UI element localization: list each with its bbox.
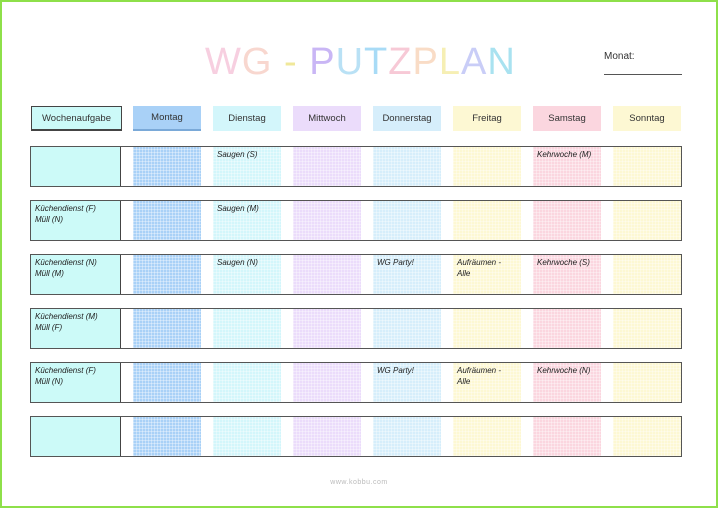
task-cell[interactable]	[31, 417, 121, 456]
footer-watermark: www.kobbu.com	[330, 479, 388, 486]
page-title: WG - PUTZPLAN	[205, 40, 525, 84]
table-row	[30, 146, 682, 187]
day-cell[interactable]	[213, 309, 281, 348]
day-cell[interactable]	[613, 147, 681, 186]
task-cell[interactable]	[31, 147, 121, 186]
day-cell[interactable]	[373, 147, 441, 186]
header-day: Montag	[133, 106, 201, 131]
day-cell[interactable]: WG Party!	[373, 363, 441, 402]
header-day: Mittwoch	[293, 106, 361, 131]
day-cell[interactable]	[213, 363, 281, 402]
title-letter: U	[335, 41, 365, 83]
month-input-line[interactable]	[604, 74, 682, 75]
task-cell[interactable]: Küchendienst (F) Müll (N)	[31, 201, 121, 240]
day-cell[interactable]	[133, 201, 201, 240]
day-cell[interactable]	[613, 201, 681, 240]
day-cell[interactable]	[613, 309, 681, 348]
day-cell[interactable]	[373, 417, 441, 456]
title-letter: P	[309, 41, 336, 83]
title-letter: -	[284, 41, 298, 83]
table-row	[30, 254, 682, 295]
title-letter: Z	[388, 41, 413, 83]
task-cell[interactable]: Küchendienst (N) Müll (M)	[31, 255, 121, 294]
day-cell[interactable]	[373, 309, 441, 348]
table-row	[30, 416, 682, 457]
day-cell[interactable]	[293, 201, 361, 240]
title-letter	[272, 40, 284, 84]
day-cell[interactable]	[133, 417, 201, 456]
day-cell[interactable]	[453, 417, 521, 456]
task-cell[interactable]: Küchendienst (F) Müll (N)	[31, 363, 121, 402]
header-day: Dienstag	[213, 106, 281, 131]
day-cell[interactable]: Kehrwoche (S)	[533, 255, 601, 294]
day-cell[interactable]	[133, 147, 201, 186]
day-cell[interactable]	[133, 309, 201, 348]
day-cell[interactable]: Kehrwoche (M)	[533, 147, 601, 186]
header-day: Freitag	[453, 106, 521, 131]
day-cell[interactable]	[453, 147, 521, 186]
day-cell[interactable]: Saugen (S)	[213, 147, 281, 186]
title-letter	[298, 40, 310, 84]
header-day: Sonntag	[613, 106, 681, 131]
day-cell[interactable]: Saugen (M)	[213, 201, 281, 240]
day-cell[interactable]	[453, 309, 521, 348]
day-cell[interactable]	[373, 201, 441, 240]
day-cell[interactable]	[613, 417, 681, 456]
day-cell[interactable]	[613, 363, 681, 402]
day-cell[interactable]: Aufräumen - Alle	[453, 363, 521, 402]
table-row	[30, 362, 682, 403]
title-letter: P	[412, 41, 439, 83]
day-cell[interactable]	[533, 417, 601, 456]
header-day: Samstag	[533, 106, 601, 131]
table-row	[30, 308, 682, 349]
day-cell[interactable]	[293, 417, 361, 456]
title-letter: N	[487, 41, 516, 83]
task-cell[interactable]: Küchendienst (M) Müll (F)	[31, 309, 121, 348]
day-cell[interactable]	[293, 363, 361, 402]
header-day: Donnerstag	[373, 106, 441, 131]
title-letter: L	[438, 41, 461, 83]
title-letter: A	[460, 41, 488, 83]
month-label: Monat:	[604, 51, 635, 62]
day-cell[interactable]	[133, 363, 201, 402]
day-cell[interactable]	[453, 201, 521, 240]
title-letter: G	[241, 41, 273, 83]
header-task: Wochenaufgabe	[31, 106, 122, 131]
day-cell[interactable]: Aufräumen - Alle	[453, 255, 521, 294]
day-cell[interactable]	[293, 255, 361, 294]
day-cell[interactable]	[533, 309, 601, 348]
day-cell[interactable]	[293, 309, 361, 348]
title-letter: W	[205, 41, 242, 83]
title-letter: T	[364, 41, 389, 83]
day-cell[interactable]	[533, 201, 601, 240]
day-cell[interactable]	[613, 255, 681, 294]
day-cell[interactable]	[133, 255, 201, 294]
table-row	[30, 200, 682, 241]
day-cell[interactable]: Kehrwoche (N)	[533, 363, 601, 402]
day-cell[interactable]: WG Party!	[373, 255, 441, 294]
day-cell[interactable]	[213, 417, 281, 456]
day-cell[interactable]	[293, 147, 361, 186]
day-cell[interactable]: Saugen (N)	[213, 255, 281, 294]
